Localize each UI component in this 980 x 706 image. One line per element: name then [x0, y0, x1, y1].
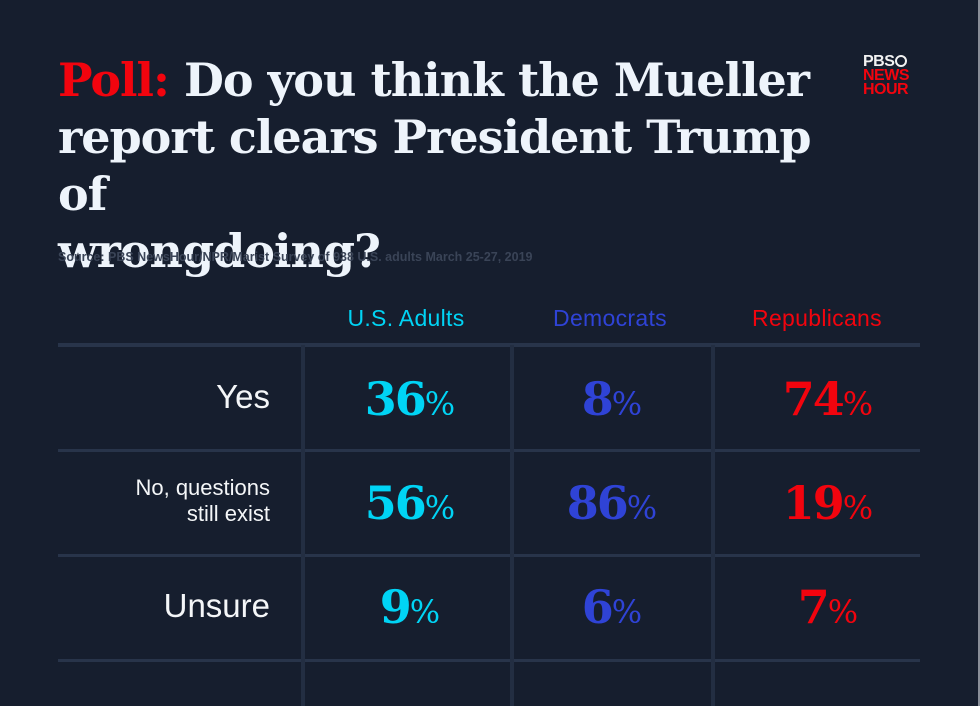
value-unsure-democrats: 6%: [581, 580, 643, 634]
logo-news: NEWS: [863, 67, 910, 84]
value-yes-democrats: 8%: [581, 372, 643, 426]
title-line-3: wrongdoing?: [58, 224, 381, 278]
value-no-republicans: 19%: [782, 476, 874, 530]
value-unsure-adults: 9%: [379, 580, 441, 634]
title-line-1: Do you think the Mueller: [168, 53, 810, 107]
grid-line-row-2: [58, 554, 920, 557]
value-no-democrats: 86%: [566, 476, 658, 530]
grid-line-row-1: [58, 449, 920, 452]
grid-col-divider-2: [510, 345, 514, 706]
row-label-unsure: Unsure: [163, 587, 270, 624]
value-unsure-republicans: 7%: [797, 580, 859, 634]
column-header-republicans: Republicans: [752, 305, 882, 331]
grid-line-row-3: [58, 659, 920, 662]
page-title: Poll: Do you think the Mueller report cle…: [58, 52, 858, 280]
pbs-newshour-logo: PBS NEWS HOUR: [863, 54, 910, 98]
pbs-head-icon: [895, 55, 908, 67]
row-label-yes: Yes: [216, 378, 270, 415]
grid-col-divider-3: [711, 345, 715, 706]
grid-line-header: [58, 343, 920, 347]
value-yes-republicans: 74%: [782, 372, 874, 426]
source-note: Source: PBS NewsHour/NPR/Marist Survey o…: [58, 250, 533, 264]
window-edge: [978, 0, 980, 706]
value-no-adults: 56%: [364, 476, 456, 530]
column-header-us-adults: U.S. Adults: [347, 305, 465, 331]
row-label-no: No, questions still exist: [135, 475, 270, 526]
logo-hour: HOUR: [863, 81, 909, 98]
poll-prefix: Poll:: [58, 53, 170, 107]
logo-pbs: PBS: [863, 54, 909, 70]
column-header-democrats: Democrats: [553, 305, 667, 331]
value-yes-adults: 36%: [364, 372, 456, 426]
grid-col-divider-1: [301, 345, 305, 706]
title-line-2: report clears President Trump of: [58, 110, 812, 221]
